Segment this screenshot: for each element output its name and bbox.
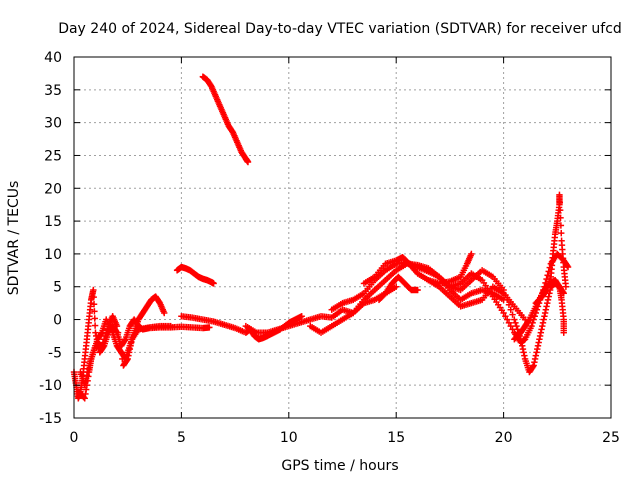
axis-ticks xyxy=(73,56,612,419)
y-tick-label: 35 xyxy=(44,83,62,99)
data-point xyxy=(90,301,98,308)
data-point xyxy=(513,322,520,330)
data-point xyxy=(503,296,511,304)
plot-frame xyxy=(73,56,612,419)
y-tick-label: 40 xyxy=(44,50,62,66)
data-point xyxy=(90,286,97,294)
y-tick-label: 0 xyxy=(53,313,62,329)
series-track-6 xyxy=(178,313,305,343)
chart-title: Day 240 of 2024, Sidereal Day-to-day VTE… xyxy=(58,21,622,37)
data-point xyxy=(529,319,536,327)
data-point xyxy=(512,319,519,327)
data-point xyxy=(556,191,563,199)
data-point xyxy=(505,301,513,308)
data-points xyxy=(70,73,572,402)
data-point xyxy=(244,158,252,166)
y-tick-label: -10 xyxy=(39,378,62,394)
tick-labels: 0 5 10 15 20 25 -15 -10 -5 0 5 10 15 20 25 30 35 40 xyxy=(39,50,620,446)
data-point xyxy=(115,336,123,343)
data-point xyxy=(500,309,507,317)
y-tick-label: -15 xyxy=(39,411,62,427)
x-tick-label: 15 xyxy=(387,430,405,446)
data-point xyxy=(468,250,475,258)
data-point xyxy=(118,349,125,356)
series-track-4 xyxy=(199,73,252,166)
data-point xyxy=(113,322,121,330)
x-tick-label: 10 xyxy=(280,430,298,446)
data-point xyxy=(91,315,98,322)
y-tick-label: 20 xyxy=(44,181,62,197)
series-track-3 xyxy=(75,313,174,402)
data-point xyxy=(509,311,516,318)
data-point xyxy=(558,229,565,237)
y-tick-label: 25 xyxy=(44,148,62,164)
data-point xyxy=(502,291,509,299)
data-point xyxy=(103,329,110,336)
y-tick-label: 15 xyxy=(44,214,62,230)
data-point xyxy=(507,322,514,330)
data-point xyxy=(91,322,99,329)
data-point xyxy=(114,329,122,336)
data-point xyxy=(206,324,213,331)
data-point xyxy=(531,313,538,320)
data-point xyxy=(507,306,514,313)
series-track-1 xyxy=(70,286,213,402)
data-point xyxy=(393,283,400,290)
data-point xyxy=(210,280,217,287)
data-point xyxy=(500,286,507,294)
data-point xyxy=(562,283,570,290)
data-point xyxy=(167,322,174,330)
series-track-12 xyxy=(425,250,475,287)
y-axis-label: SDTVAR / TECUs xyxy=(6,181,22,296)
data-point xyxy=(557,214,564,222)
series-track-9 xyxy=(328,259,507,313)
y-tick-label: 30 xyxy=(44,116,62,132)
data-point xyxy=(556,199,564,206)
data-point xyxy=(98,342,106,349)
x-axis-label: GPS time / hours xyxy=(281,458,398,474)
data-point xyxy=(80,394,87,401)
data-point xyxy=(528,322,535,330)
x-tick-label: 25 xyxy=(602,430,620,446)
data-point xyxy=(99,339,107,346)
grid-lines xyxy=(74,57,611,418)
data-point xyxy=(556,206,564,214)
series-track-5 xyxy=(173,263,217,287)
data-point xyxy=(544,272,551,279)
data-point xyxy=(414,286,421,294)
x-tick-label: 0 xyxy=(70,430,79,446)
data-point xyxy=(101,332,109,340)
x-tick-label: 5 xyxy=(177,430,186,446)
data-point xyxy=(505,319,513,327)
data-point xyxy=(557,222,565,229)
data-point xyxy=(90,293,97,301)
series-track-11 xyxy=(375,273,421,304)
data-point xyxy=(119,355,126,363)
data-point xyxy=(100,336,108,343)
data-point xyxy=(502,313,509,320)
x-tick-label: 20 xyxy=(495,430,513,446)
data-point xyxy=(560,329,567,336)
data-point xyxy=(298,313,305,320)
data-point xyxy=(161,309,168,317)
y-tick-label: 5 xyxy=(53,280,62,296)
data-point xyxy=(116,342,124,349)
y-tick-label: 10 xyxy=(44,247,62,263)
data-point xyxy=(104,326,111,333)
data-point xyxy=(509,326,516,333)
data-point xyxy=(511,316,518,323)
data-point xyxy=(91,308,98,315)
series-track-16 xyxy=(532,191,570,307)
data-point xyxy=(503,316,511,323)
y-tick-label: -5 xyxy=(48,345,62,361)
